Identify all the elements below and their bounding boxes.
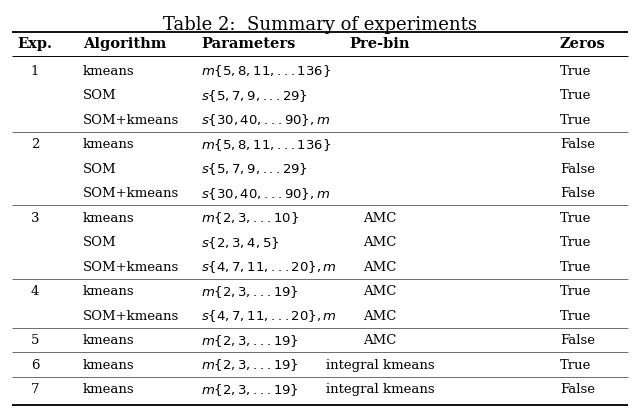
Text: kmeans: kmeans <box>83 383 134 396</box>
Text: SOM: SOM <box>83 236 116 249</box>
Text: SOM: SOM <box>83 163 116 176</box>
Text: $m\{2,3,...10\}$: $m\{2,3,...10\}$ <box>201 210 299 226</box>
Text: SOM+kmeans: SOM+kmeans <box>83 187 179 200</box>
Text: $m\{2,3,...19\}$: $m\{2,3,...19\}$ <box>201 357 298 373</box>
Text: $m\{2,3,...19\}$: $m\{2,3,...19\}$ <box>201 333 298 349</box>
Text: $m\{2,3,...19\}$: $m\{2,3,...19\}$ <box>201 284 298 300</box>
Text: True: True <box>560 261 591 274</box>
Text: AMC: AMC <box>364 261 397 274</box>
Text: True: True <box>560 310 591 323</box>
Text: False: False <box>560 334 595 347</box>
Text: kmeans: kmeans <box>83 285 134 298</box>
Text: $s\{4,7,11,...20\},m$: $s\{4,7,11,...20\},m$ <box>201 308 337 324</box>
Text: kmeans: kmeans <box>83 212 134 225</box>
Text: SOM+kmeans: SOM+kmeans <box>83 261 179 274</box>
Text: 4: 4 <box>31 285 39 298</box>
Text: True: True <box>560 359 591 372</box>
Text: kmeans: kmeans <box>83 138 134 151</box>
Text: Table 2:  Summary of experiments: Table 2: Summary of experiments <box>163 16 477 34</box>
Text: 7: 7 <box>31 383 39 396</box>
Text: $m\{5,8,11,...136\}$: $m\{5,8,11,...136\}$ <box>201 137 331 153</box>
Text: $s\{5,7,9,...29\}$: $s\{5,7,9,...29\}$ <box>201 161 307 177</box>
Text: False: False <box>560 383 595 396</box>
Text: True: True <box>560 65 591 78</box>
Text: integral kmeans: integral kmeans <box>326 359 435 372</box>
Text: $s\{30,40,...90\},m$: $s\{30,40,...90\},m$ <box>201 186 330 202</box>
Text: $s\{5,7,9,...29\}$: $s\{5,7,9,...29\}$ <box>201 88 307 104</box>
Text: $s\{4,7,11,...20\},m$: $s\{4,7,11,...20\},m$ <box>201 259 337 275</box>
Text: $s\{30,40,...90\},m$: $s\{30,40,...90\},m$ <box>201 112 330 128</box>
Text: kmeans: kmeans <box>83 334 134 347</box>
Text: $m\{2,3,...19\}$: $m\{2,3,...19\}$ <box>201 382 298 398</box>
Text: 3: 3 <box>31 212 39 225</box>
Text: kmeans: kmeans <box>83 65 134 78</box>
Text: $s\{2,3,4,5\}$: $s\{2,3,4,5\}$ <box>201 235 279 251</box>
Text: Pre-bin: Pre-bin <box>349 37 410 51</box>
Text: 6: 6 <box>31 359 39 372</box>
Text: 2: 2 <box>31 138 39 151</box>
Text: 5: 5 <box>31 334 39 347</box>
Text: SOM+kmeans: SOM+kmeans <box>83 114 179 127</box>
Text: AMC: AMC <box>364 212 397 225</box>
Text: False: False <box>560 138 595 151</box>
Text: kmeans: kmeans <box>83 359 134 372</box>
Text: 1: 1 <box>31 65 39 78</box>
Text: AMC: AMC <box>364 334 397 347</box>
Text: True: True <box>560 89 591 102</box>
Text: True: True <box>560 285 591 298</box>
Text: Algorithm: Algorithm <box>83 37 166 51</box>
Text: SOM: SOM <box>83 89 116 102</box>
Text: SOM+kmeans: SOM+kmeans <box>83 310 179 323</box>
Text: integral kmeans: integral kmeans <box>326 383 435 396</box>
Text: AMC: AMC <box>364 236 397 249</box>
Text: True: True <box>560 212 591 225</box>
Text: AMC: AMC <box>364 310 397 323</box>
Text: Parameters: Parameters <box>201 37 296 51</box>
Text: Exp.: Exp. <box>17 37 52 51</box>
Text: Zeros: Zeros <box>560 37 605 51</box>
Text: True: True <box>560 236 591 249</box>
Text: $m\{5,8,11,...136\}$: $m\{5,8,11,...136\}$ <box>201 63 331 79</box>
Text: False: False <box>560 187 595 200</box>
Text: False: False <box>560 163 595 176</box>
Text: True: True <box>560 114 591 127</box>
Text: AMC: AMC <box>364 285 397 298</box>
